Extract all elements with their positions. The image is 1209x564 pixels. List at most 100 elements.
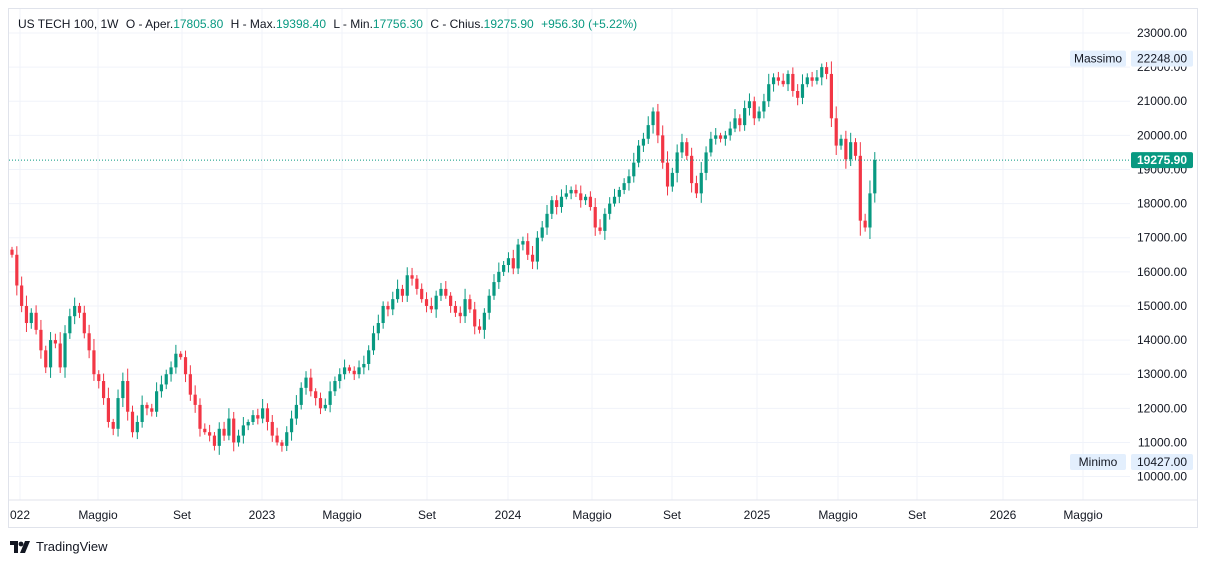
candle-body xyxy=(646,125,650,139)
legend-open-label: O - Aper. xyxy=(125,17,174,31)
candle-body xyxy=(159,384,164,392)
candle-body xyxy=(752,101,756,119)
candle-body xyxy=(593,207,597,228)
candle-body xyxy=(391,299,395,310)
candle-body xyxy=(502,265,506,272)
candle xyxy=(410,267,414,286)
candle xyxy=(583,194,588,205)
y-tick-label: 16000.00 xyxy=(1137,265,1187,279)
candle-body xyxy=(704,152,708,173)
candle-body xyxy=(805,77,809,85)
candle-body xyxy=(699,172,703,194)
candle-body xyxy=(44,350,48,368)
candle-body xyxy=(858,155,862,221)
candle xyxy=(767,73,771,107)
candle-body xyxy=(820,67,824,78)
candle xyxy=(709,131,713,157)
candle xyxy=(34,305,38,335)
x-tick-label: Maggio xyxy=(572,508,612,522)
candle-body xyxy=(420,288,424,300)
candle-body xyxy=(463,299,467,317)
candle-body xyxy=(800,84,805,98)
candle xyxy=(550,196,554,220)
candle xyxy=(367,345,371,371)
candle xyxy=(386,301,390,317)
candle xyxy=(87,324,91,359)
candle xyxy=(863,213,867,232)
candle xyxy=(791,67,795,97)
candle-body xyxy=(227,418,231,436)
candle xyxy=(333,376,337,396)
y-tick-label: 14000.00 xyxy=(1137,333,1187,347)
candle xyxy=(15,246,19,296)
candle xyxy=(728,121,732,141)
legend-high-label: H - Max. xyxy=(230,17,276,31)
candle-body xyxy=(853,142,858,156)
candle-body xyxy=(400,288,405,296)
candle-body xyxy=(453,305,458,313)
candle xyxy=(492,274,496,300)
candle xyxy=(805,73,809,88)
y-tick-label: 15000.00 xyxy=(1137,299,1187,313)
candle xyxy=(429,297,433,314)
legend-low-label: L - Min. xyxy=(333,17,373,31)
candle xyxy=(463,288,467,323)
chart-frame[interactable] xyxy=(8,8,1198,528)
ohlc-legend: US TECH 100, 1W O - Aper.17805.80 H - Ma… xyxy=(18,17,638,31)
candle xyxy=(256,408,260,425)
candle-body xyxy=(583,196,588,201)
candle-body xyxy=(193,394,197,405)
candle-body xyxy=(53,340,57,344)
candle xyxy=(511,249,515,275)
candle-body xyxy=(579,193,583,201)
candle xyxy=(193,385,197,413)
candle xyxy=(121,372,125,408)
candle xyxy=(391,291,395,316)
candle xyxy=(232,411,236,452)
x-tick-label: Set xyxy=(663,508,682,522)
candle xyxy=(704,146,708,181)
candle xyxy=(868,180,872,240)
candle-body xyxy=(767,84,771,102)
candle xyxy=(212,432,217,451)
candle xyxy=(796,84,800,106)
high-marker-label: Massimo xyxy=(1074,52,1122,66)
x-tick-label: Maggio xyxy=(322,508,362,522)
candle xyxy=(174,344,178,374)
candle xyxy=(453,300,458,317)
candle-body xyxy=(868,193,872,228)
candle xyxy=(853,138,858,160)
candle xyxy=(632,152,636,183)
candle xyxy=(285,426,289,452)
candle-body xyxy=(352,370,356,375)
candle-body xyxy=(10,249,14,255)
candle-body xyxy=(791,73,795,92)
candle xyxy=(265,403,270,431)
candle-body xyxy=(333,381,337,392)
candle xyxy=(294,395,298,425)
candle-body xyxy=(776,77,780,81)
candle xyxy=(603,208,607,240)
candle xyxy=(150,403,154,417)
candle-body xyxy=(130,411,135,433)
candle-body xyxy=(690,155,694,184)
candle-body xyxy=(449,295,453,306)
last-price-label: 19275.90 xyxy=(1137,153,1187,167)
candle xyxy=(169,361,173,382)
tradingview-branding[interactable]: TradingView xyxy=(10,539,108,554)
candle xyxy=(598,219,602,235)
candle xyxy=(420,283,424,303)
candle xyxy=(227,408,231,441)
candle xyxy=(458,306,462,324)
candle-body xyxy=(304,377,308,388)
candle-body xyxy=(212,435,217,446)
low-marker-value-tag xyxy=(1131,453,1193,470)
candle-body xyxy=(444,288,448,296)
candle-body xyxy=(598,227,602,231)
candle xyxy=(521,236,525,251)
candle-body xyxy=(77,305,82,313)
candle-body xyxy=(29,312,33,324)
candle xyxy=(126,368,130,421)
y-tick-label: 13000.00 xyxy=(1137,367,1187,381)
